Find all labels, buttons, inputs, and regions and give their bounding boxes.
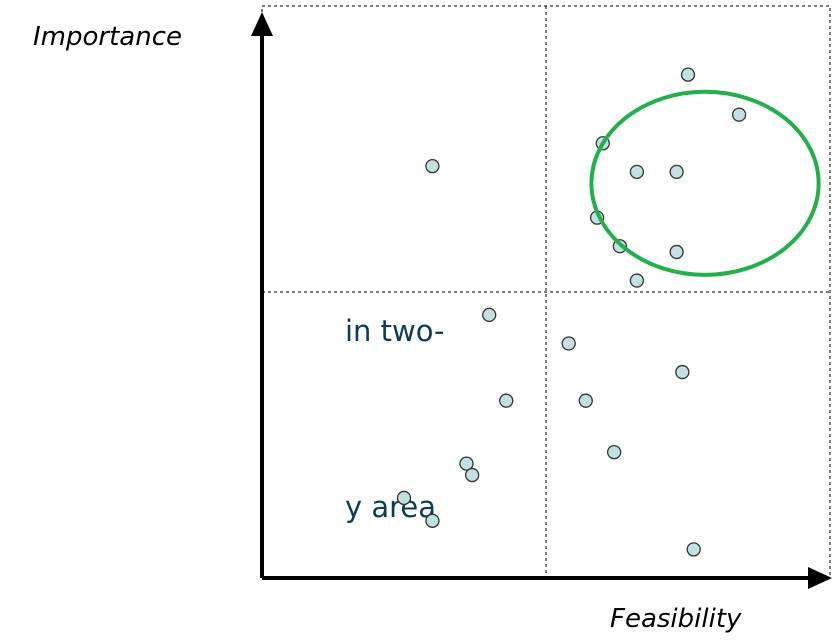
data-point-2 (731, 107, 747, 122)
data-point-9 (669, 244, 684, 260)
data-point-18 (465, 467, 480, 483)
data-point-4 (629, 164, 645, 180)
y-axis-arrowhead (251, 12, 273, 36)
data-point-13 (675, 364, 690, 380)
data-point-16 (607, 445, 622, 460)
data-point-15 (578, 393, 593, 408)
data-point-1 (680, 67, 696, 82)
data-point-5 (669, 164, 684, 180)
data-point-12 (561, 336, 576, 351)
data-point-21 (686, 542, 701, 557)
y-axis-label: Importance (33, 22, 182, 52)
data-point-11 (482, 307, 497, 323)
x-axis-arrowhead (808, 567, 832, 589)
data-point-10 (629, 273, 645, 288)
data-point-20 (425, 513, 440, 528)
body-text-fragment-2: y area (345, 490, 437, 524)
points-group (396, 67, 747, 557)
highlight-ellipse (589, 89, 821, 277)
x-axis-label: Feasibility (610, 604, 742, 634)
data-point-14 (499, 393, 514, 408)
data-point-6 (425, 159, 440, 174)
body-text-fragment-1: in two- (345, 314, 445, 348)
data-point-19 (396, 490, 412, 506)
data-point-17 (459, 456, 474, 471)
